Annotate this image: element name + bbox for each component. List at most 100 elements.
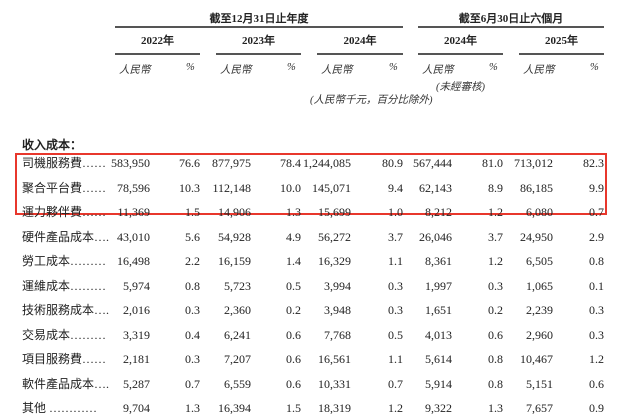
- amount-cell: 15,699: [318, 205, 351, 219]
- percent-cell: 80.9: [382, 156, 403, 170]
- percent-cell: 1.3: [286, 205, 301, 219]
- year-header: 2024年: [444, 35, 477, 47]
- table-row: 硬件產品成本…. 43,010 5.6 54,928 4.9 56,272 3.7 26,04…: [0, 226, 621, 248]
- highlight-box: [15, 153, 607, 215]
- row-label: 運維成本………: [22, 278, 107, 293]
- year-divider: [216, 53, 301, 55]
- amount-cell: 18,319: [318, 401, 351, 415]
- amount-cell: 1,065: [526, 278, 553, 293]
- amount-cell: 567,444: [413, 156, 452, 170]
- amount-cell: 16,498: [117, 254, 150, 268]
- year-header: 2025年: [545, 35, 578, 47]
- percent-label: %: [590, 62, 599, 73]
- percent-cell: 0.7: [589, 205, 604, 219]
- amount-cell: 145,071: [312, 180, 351, 195]
- table-row: 交易成本……… 3,319 0.4 6,241 0.6 7,768 0.5 4,013 0.6 2…: [0, 324, 621, 346]
- amount-cell: 26,046: [419, 229, 452, 244]
- percent-cell: 0.3: [388, 278, 403, 293]
- percent-cell: 8.9: [488, 180, 503, 195]
- amount-cell: 583,950: [111, 156, 150, 170]
- amount-cell: 6,080: [526, 205, 553, 219]
- percent-cell: 1.2: [589, 352, 604, 366]
- header-group-fiscal-year: 截至12月31日止年度: [209, 13, 309, 25]
- amount-cell: 14,906: [218, 205, 251, 219]
- percent-cell: 0.6: [589, 376, 604, 391]
- currency-label: 人民幣: [119, 65, 151, 76]
- amount-cell: 3,319: [123, 327, 150, 342]
- amount-cell: 16,329: [318, 254, 351, 268]
- percent-cell: 1.3: [488, 401, 503, 415]
- amount-cell: 43,010: [117, 229, 150, 244]
- percent-cell: 82.3: [583, 156, 604, 170]
- amount-cell: 6,505: [526, 254, 553, 268]
- table-row: 軟件產品成本…. 5,287 0.7 6,559 0.6 10,331 0.7 5,914 0.…: [0, 373, 621, 395]
- percent-cell: 0.3: [185, 352, 200, 366]
- percent-cell: 10.3: [179, 180, 200, 195]
- amount-cell: 3,948: [324, 303, 351, 317]
- percent-cell: 0.8: [488, 352, 503, 366]
- amount-cell: 877,975: [212, 156, 251, 170]
- percent-cell: 1.2: [388, 401, 403, 415]
- amount-cell: 56,272: [318, 229, 351, 244]
- table-row: 其他 ………… 9,704 1.3 16,394 1.5 18,319 1.2 9,322 1.…: [0, 397, 621, 419]
- amount-cell: 9,704: [123, 401, 150, 415]
- year-divider: [115, 53, 200, 55]
- percent-cell: 1.2: [488, 254, 503, 268]
- amount-cell: 5,151: [526, 376, 553, 391]
- row-label: 司機服務費……: [22, 156, 107, 170]
- percent-cell: 0.5: [286, 278, 301, 293]
- amount-cell: 7,657: [526, 401, 553, 415]
- row-label: 勞工成本………: [22, 254, 107, 268]
- amount-cell: 1,997: [425, 278, 452, 293]
- row-label: 硬件產品成本….: [22, 229, 110, 244]
- amount-cell: 1,244,085: [303, 156, 351, 170]
- amount-cell: 6,559: [224, 376, 251, 391]
- header-group-six-months: 截至6月30日止六個月: [458, 13, 564, 25]
- percent-cell: 1.0: [388, 205, 403, 219]
- percent-cell: 0.2: [488, 303, 503, 317]
- table-row: 技術服務成本…. 2,016 0.3 2,360 0.2 3,948 0.3 1,651 0.2…: [0, 299, 621, 321]
- percent-cell: 3.7: [488, 229, 503, 244]
- amount-cell: 5,287: [123, 376, 150, 391]
- percent-cell: 0.6: [488, 327, 503, 342]
- amount-cell: 3,994: [324, 278, 351, 293]
- amount-cell: 11,369: [117, 205, 150, 219]
- amount-cell: 5,974: [123, 278, 150, 293]
- percent-cell: 5.6: [185, 229, 200, 244]
- percent-cell: 81.0: [482, 156, 503, 170]
- percent-cell: 78.4: [280, 156, 301, 170]
- percent-cell: 0.4: [185, 327, 200, 342]
- amount-cell: 5,614: [425, 352, 452, 366]
- currency-label: 人民幣: [220, 65, 252, 76]
- table-row: 項目服務費…… 2,181 0.3 7,207 0.6 16,561 1.1 5,614 0.8…: [0, 348, 621, 370]
- percent-cell: 9.4: [388, 180, 403, 195]
- table-row: 司機服務費…… 583,950 76.6 877,975 78.4 1,244,085 80…: [0, 152, 621, 174]
- row-label: 軟件產品成本….: [22, 376, 110, 391]
- amount-cell: 112,148: [212, 180, 251, 195]
- percent-cell: 1.4: [286, 254, 301, 268]
- amount-cell: 4,013: [425, 327, 452, 342]
- section-title: 收入成本：: [22, 138, 83, 152]
- amount-cell: 8,361: [425, 254, 452, 268]
- header-divider: [418, 26, 604, 28]
- percent-cell: 4.9: [286, 229, 301, 244]
- amount-cell: 8,212: [425, 205, 452, 219]
- percent-cell: 3.7: [388, 229, 403, 244]
- unaudited-note: (未經審核): [436, 82, 485, 93]
- percent-cell: 0.6: [286, 376, 301, 391]
- percent-cell: 1.3: [185, 401, 200, 415]
- percent-cell: 10.0: [280, 180, 301, 195]
- amount-cell: 62,143: [419, 180, 452, 195]
- percent-cell: 1.5: [286, 401, 301, 415]
- percent-label: %: [489, 62, 498, 73]
- amount-cell: 7,768: [324, 327, 351, 342]
- percent-cell: 2.2: [185, 254, 200, 268]
- year-header: 2024年: [343, 35, 377, 47]
- year-header: 2023年: [242, 35, 275, 47]
- amount-cell: 10,331: [318, 376, 351, 391]
- row-label: 交易成本………: [22, 327, 107, 342]
- percent-cell: 76.6: [179, 156, 200, 170]
- amount-cell: 2,016: [123, 303, 150, 317]
- year-divider: [418, 53, 503, 55]
